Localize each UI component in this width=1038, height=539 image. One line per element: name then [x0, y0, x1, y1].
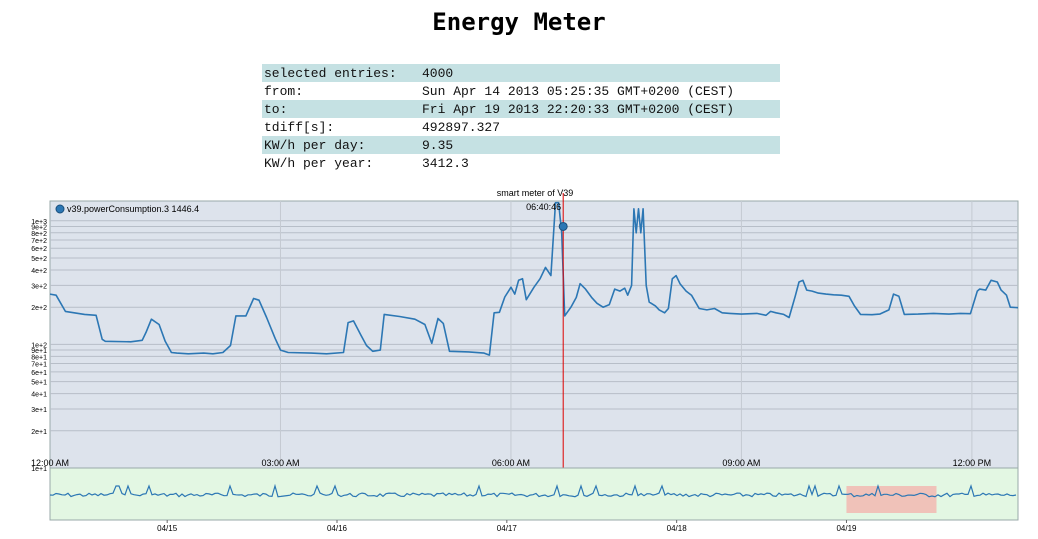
stat-value: Sun Apr 14 2013 05:25:35 GMT+0200 (CEST) [422, 83, 735, 99]
stats-row-tdiff: tdiff[s]: 492897.327 [262, 118, 780, 136]
stat-label: KW/h per year: [264, 155, 374, 171]
y-tick-label: 6e+1 [31, 370, 47, 377]
stat-label: selected entries: [262, 64, 420, 82]
stat-value: Fri Apr 19 2013 22:20:33 GMT+0200 (CEST) [420, 100, 780, 118]
y-tick-label: 7e+1 [31, 362, 47, 369]
x-gridlines [279, 201, 973, 468]
y-tick-label: 5e+1 [31, 380, 47, 387]
y-tick-label: 2e+2 [31, 305, 47, 312]
y-tick-label: 4e+1 [31, 392, 47, 399]
x-tick-label: 12:00 AM [31, 458, 69, 468]
date-tick-label: 04/15 [157, 524, 178, 533]
x-tick-label: 09:00 AM [722, 458, 760, 468]
series-line [49, 201, 1019, 356]
y-tick-label: 2e+1 [31, 429, 47, 436]
date-tick-label: 04/19 [836, 524, 857, 533]
y-tick-label: 9e+1 [31, 348, 47, 355]
stat-label: KW/h per day: [262, 136, 420, 154]
y-tick-label: 8e+2 [31, 231, 47, 238]
stats-row-from: from: Sun Apr 14 2013 05:25:35 GMT+0200 … [262, 82, 780, 100]
stats-row-per-year: KW/h per year: 3412.3 [262, 154, 780, 172]
x-axis-labels: 12:00 AM 03:00 AM 06:00 AM 09:00 AM 12:00 PM [31, 458, 991, 468]
legend: v39.powerConsumption.3 1446.4 [55, 204, 199, 214]
stats-table: selected entries: 4000 from: Sun Apr 14 … [262, 64, 780, 172]
y-tick-label: 1e+1 [31, 466, 47, 473]
stat-value: 4000 [420, 64, 780, 82]
stat-label: to: [262, 100, 420, 118]
plot-background[interactable] [49, 200, 1019, 469]
stat-value: 3412.3 [422, 155, 469, 171]
overview-date-labels: 04/15 04/16 04/17 04/18 04/19 [157, 520, 857, 533]
stats-row-to: to: Fri Apr 19 2013 22:20:33 GMT+0200 (C… [262, 100, 780, 118]
y-tick-label: 1e+3 [31, 219, 47, 226]
y-tick-label: 8e+1 [31, 354, 47, 361]
y-tick-label: 4e+2 [31, 268, 47, 275]
overview-line [49, 483, 1017, 498]
page-title: Energy Meter [432, 8, 606, 36]
y-tick-label: 1e+2 [31, 342, 47, 349]
y-tick-label: 6e+2 [31, 246, 47, 253]
date-tick-label: 04/16 [327, 524, 348, 533]
date-tick-label: 04/17 [497, 524, 518, 533]
power-consumption-chart[interactable]: smart meter of V39 1e+1 2e+1 3e+1 4e+1 5e+1 6… [0, 186, 1038, 539]
crosshair-time-label: 06:40:46 [526, 202, 561, 212]
stat-value: 9.35 [420, 136, 780, 154]
legend-label: v39.powerConsumption.3 1446.4 [67, 204, 199, 214]
x-tick-label: 03:00 AM [261, 458, 299, 468]
y-gridlines [50, 220, 1018, 469]
y-tick-label: 3e+2 [31, 283, 47, 290]
x-tick-label: 06:00 AM [492, 458, 530, 468]
crosshair-point [558, 221, 568, 231]
stats-row-entries: selected entries: 4000 [262, 64, 780, 82]
y-axis-labels: 1e+1 2e+1 3e+1 4e+1 5e+1 6e+17e+18e+19e+11e+2… [31, 219, 47, 473]
y-tick-label: 3e+1 [31, 407, 47, 414]
stat-label: from: [264, 83, 304, 99]
chart-title: smart meter of V39 [497, 188, 574, 198]
stats-row-per-day: KW/h per day: 9.35 [262, 136, 780, 154]
y-tick-label: 7e+2 [31, 238, 47, 245]
y-tick-label: 5e+2 [31, 256, 47, 263]
overview-selection[interactable] [846, 486, 937, 513]
stat-value: 492897.327 [422, 119, 501, 135]
stat-label: tdiff[s]: [264, 119, 335, 135]
y-tick-label: 9e+2 [31, 224, 47, 231]
date-tick-label: 04/18 [667, 524, 688, 533]
x-tick-label: 12:00 PM [953, 458, 992, 468]
legend-marker [55, 204, 65, 214]
